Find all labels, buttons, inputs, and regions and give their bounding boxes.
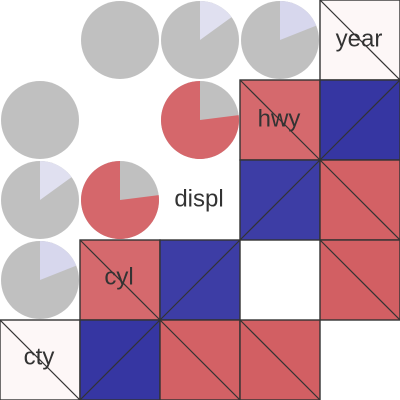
shade-cty-cyl xyxy=(239,319,321,400)
shade-displ-cyl xyxy=(239,159,321,241)
shade-cyl-hwy xyxy=(79,239,161,321)
pie-year-hwy xyxy=(81,1,159,79)
var-label-cyl: cyl xyxy=(104,263,133,290)
pie-base-year-hwy xyxy=(81,1,159,79)
shade-hatch-year-cty xyxy=(319,0,400,81)
pie-cyl-year xyxy=(1,241,79,319)
shade-hatch-cyl-displ xyxy=(159,239,241,321)
diagonal-variable-labels: year hwy displ cyl cty xyxy=(24,25,383,370)
var-label-displ: displ xyxy=(174,185,223,212)
pie-slice-hwy-displ xyxy=(161,81,239,159)
shade-hatch-hwy-cyl xyxy=(239,79,321,161)
shade-cyl-displ xyxy=(159,239,241,321)
pie-year-displ xyxy=(161,1,239,79)
pie-hwy-displ xyxy=(161,81,239,159)
pie-slice-cyl-year xyxy=(40,241,77,280)
shade-hatch-cty-cyl xyxy=(239,319,321,400)
pie-slice-year-cyl xyxy=(280,1,317,40)
shade-hatch-cty-year xyxy=(0,319,81,400)
pie-displ-hwy xyxy=(81,161,160,240)
pie-slice-year-displ xyxy=(200,1,232,40)
var-label-year: year xyxy=(336,25,383,52)
pie-year-cyl xyxy=(241,1,319,79)
var-label-cty: cty xyxy=(24,343,55,370)
upper-pie-panels xyxy=(1,1,319,319)
shade-hatch-cyl-cty xyxy=(319,239,400,321)
pie-slice-displ-hwy xyxy=(81,161,160,240)
shade-hatch-hwy-cty xyxy=(319,79,400,161)
shade-hatch-displ-cyl xyxy=(239,159,321,241)
shade-hwy-cty xyxy=(319,79,400,161)
shade-hatch-cty-displ xyxy=(159,319,241,400)
shade-hatch-cty-hwy xyxy=(79,319,161,400)
shade-cyl-cty xyxy=(319,239,400,321)
pie-slice-displ-year xyxy=(40,161,72,200)
pie-displ-year xyxy=(1,161,79,239)
shade-cty-hwy xyxy=(79,319,161,400)
shade-hatch-cyl-hwy xyxy=(79,239,161,321)
shade-hatch-displ-cty xyxy=(319,159,400,241)
shade-cty-displ xyxy=(159,319,241,400)
pie-hwy-year xyxy=(1,81,79,159)
var-label-hwy: hwy xyxy=(258,105,301,132)
pie-base-hwy-year xyxy=(1,81,79,159)
shade-displ-cty xyxy=(319,159,400,241)
